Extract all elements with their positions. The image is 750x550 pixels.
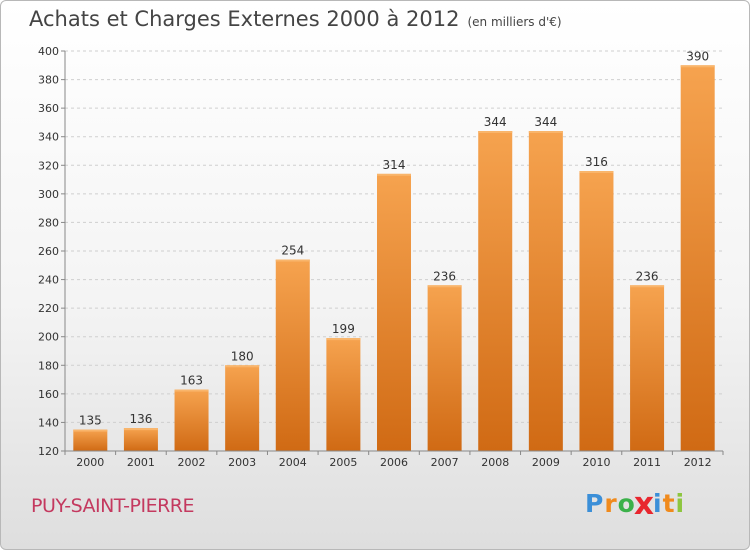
x-tick-label: 2004	[279, 456, 307, 469]
logo-letter: x	[633, 485, 656, 522]
y-tick-label: 360	[38, 102, 59, 115]
bar-2008	[478, 131, 513, 451]
chart-title: Achats et Charges Externes 2000 à 2012 (e…	[29, 7, 562, 31]
logo-letter: o	[617, 489, 636, 518]
logo-letter: r	[604, 489, 618, 518]
data-label: 163	[180, 374, 203, 388]
bar-top-edge	[478, 131, 513, 133]
x-tick-label: 2009	[532, 456, 560, 469]
data-label: 314	[383, 158, 406, 172]
logo-letter: P	[585, 489, 605, 518]
y-tick-label: 200	[38, 331, 59, 344]
bar-top-edge	[680, 65, 715, 68]
bar-2002	[174, 389, 209, 451]
bar-top-edge	[123, 428, 158, 431]
y-tick-label: 220	[38, 302, 59, 315]
data-label: 236	[433, 269, 456, 283]
bar-top-edge	[427, 285, 462, 288]
bar-2007	[427, 285, 462, 451]
y-tick-label: 140	[38, 416, 59, 429]
x-tick-label: 2007	[431, 456, 459, 469]
y-tick-label: 280	[38, 216, 59, 229]
x-tick-label: 2012	[684, 456, 712, 469]
x-tick-label: 2010	[582, 456, 610, 469]
y-tick-label: 400	[38, 45, 59, 58]
bar-top-edge	[73, 429, 108, 432]
x-tick-label: 2001	[127, 456, 155, 469]
data-label: 254	[281, 244, 304, 258]
y-tick-label: 260	[38, 245, 59, 258]
bar-top-edge	[275, 259, 310, 262]
data-label: 135	[79, 414, 102, 428]
data-label: 199	[332, 322, 355, 336]
x-tick-label: 2008	[481, 456, 509, 469]
y-tick-label: 180	[38, 359, 59, 372]
data-label: 344	[534, 115, 557, 129]
logo-letter: i	[653, 489, 663, 518]
data-label: 180	[231, 349, 254, 363]
bar-top-edge	[579, 171, 614, 173]
bar-top-edge	[528, 131, 563, 133]
y-tick-label: 240	[38, 274, 59, 287]
bar-2011	[630, 285, 665, 451]
data-label: 136	[129, 412, 152, 426]
data-label: 344	[484, 115, 507, 129]
y-tick-label: 120	[38, 445, 59, 458]
bar-2009	[528, 131, 563, 451]
commune-name: PUY-SAINT-PIERRE	[31, 495, 195, 517]
bar-top-edge	[174, 389, 209, 392]
y-tick-label: 300	[38, 188, 59, 201]
y-tick-label: 380	[38, 74, 59, 87]
bar-2004	[275, 259, 310, 451]
bar-2005	[326, 338, 361, 451]
data-labels: 135 136 163 180 254 199 314 236 344 344 316 236 390	[79, 49, 709, 427]
bar-top-edge	[630, 285, 665, 288]
data-label: 390	[686, 49, 709, 63]
y-tick-label: 320	[38, 159, 59, 172]
bar-2012	[680, 65, 715, 452]
x-tick-label: 2011	[633, 456, 661, 469]
bar-2001	[123, 428, 158, 451]
bar-top-edge	[377, 173, 411, 176]
bar-2000	[73, 429, 108, 451]
bar-top-edge	[225, 365, 260, 368]
x-tick-label: 2005	[329, 456, 357, 469]
proxiti-logo: Proxiti	[585, 485, 686, 521]
bar-2010	[579, 171, 614, 451]
data-label: 236	[636, 269, 659, 283]
y-axis-ticks: 120 140 160 180 200 220 240 260 280 300 320 340 360 3…	[38, 45, 65, 458]
data-label: 316	[585, 155, 608, 169]
y-tick-label: 160	[38, 388, 59, 401]
x-tick-label: 2006	[380, 456, 408, 469]
title-text: Achats et Charges Externes 2000 à 2012	[29, 7, 460, 31]
x-tick-label: 2002	[178, 456, 206, 469]
chart-subtitle: (en milliers d'€)	[467, 15, 562, 29]
x-tick-label: 2003	[228, 456, 256, 469]
logo-letter: i	[675, 489, 686, 518]
bar-2003	[225, 365, 260, 451]
logo-letter: t	[662, 489, 676, 518]
y-tick-label: 340	[38, 131, 59, 144]
bars	[73, 65, 715, 452]
x-axis-ticks: 2000 2001 2002 2003 2004 2005 2006 2007 2008 2009…	[64, 451, 724, 469]
bar-2006	[377, 173, 411, 451]
bar-top-edge	[326, 338, 361, 341]
x-tick-label: 2000	[76, 456, 104, 469]
